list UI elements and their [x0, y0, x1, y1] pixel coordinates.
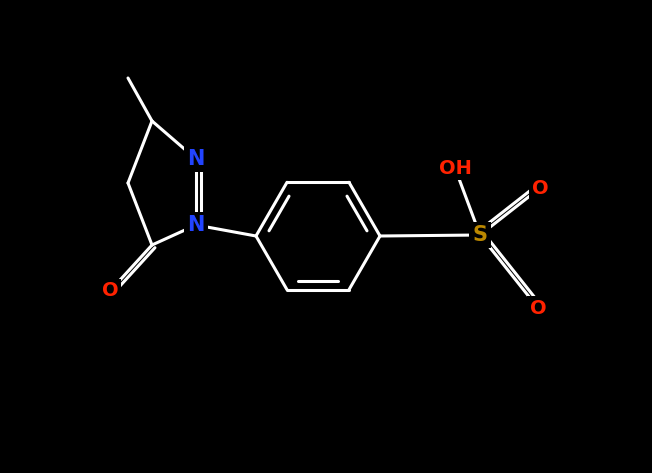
- Text: OH: OH: [439, 158, 471, 177]
- Text: N: N: [187, 215, 205, 235]
- Text: O: O: [531, 178, 548, 198]
- Text: S: S: [473, 225, 488, 245]
- Text: O: O: [529, 298, 546, 317]
- Text: O: O: [102, 281, 118, 300]
- Text: N: N: [187, 149, 205, 169]
